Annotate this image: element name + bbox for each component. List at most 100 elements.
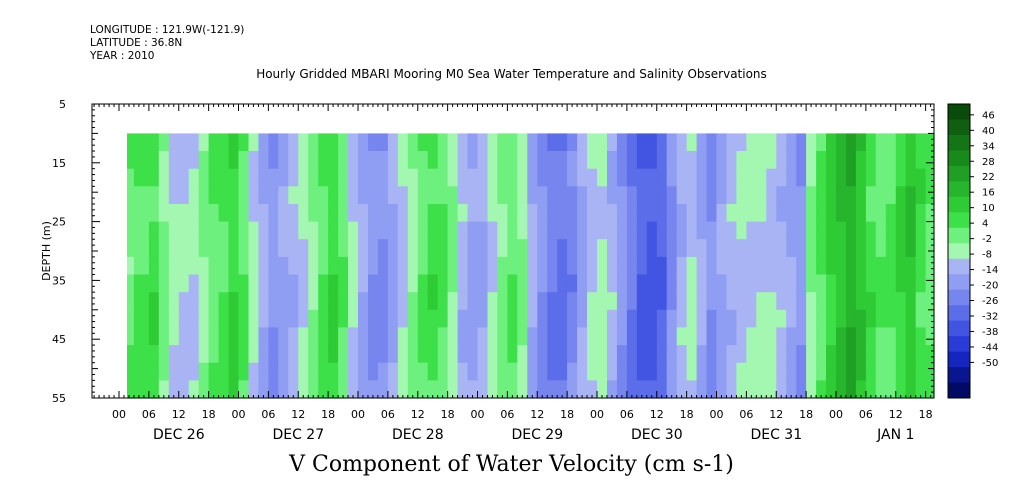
- heatmap-cell: [268, 256, 279, 276]
- heatmap-cell: [447, 256, 459, 276]
- heatmap-cell: [407, 239, 419, 258]
- heatmap-cell: [865, 327, 877, 346]
- heatmap-cell: [507, 309, 518, 328]
- x-tick-label: 18: [560, 408, 574, 421]
- heatmap-cell: [826, 239, 837, 258]
- heatmap-cell: [786, 327, 797, 346]
- heatmap-cell: [905, 221, 917, 240]
- colorbar-tick-label: -20: [982, 281, 998, 292]
- heatmap-cell: [816, 274, 827, 293]
- heatmap-cell: [348, 380, 359, 399]
- heatmap-cell: [587, 256, 598, 276]
- heatmap-cell: [666, 274, 678, 293]
- heatmap-cell: [467, 292, 479, 311]
- heatmap-cell: [133, 204, 150, 223]
- heatmap-cell: [855, 204, 867, 223]
- heatmap-cell: [288, 168, 299, 187]
- x-tick-label: 18: [919, 408, 933, 421]
- heatmap-cell: [168, 274, 180, 293]
- heatmap-cell: [537, 133, 548, 152]
- heatmap-cell: [487, 168, 499, 187]
- heatmap-cell: [646, 239, 658, 258]
- heatmap-cell: [248, 239, 260, 258]
- heatmap-cell: [527, 151, 538, 170]
- heatmap-cell: [786, 292, 797, 311]
- heatmap-cell: [577, 380, 588, 399]
- heatmap-cell: [686, 221, 698, 240]
- heatmap-cell: [278, 309, 289, 328]
- heatmap-cell: [127, 309, 135, 328]
- heatmap-cell: [607, 274, 618, 293]
- heatmap-cell: [915, 362, 927, 381]
- x-tick-label: 00: [829, 408, 843, 421]
- heatmap-cell: [507, 292, 518, 311]
- colorbar-swatch: [948, 227, 970, 244]
- heatmap-cell: [158, 256, 170, 276]
- heatmap-cell: [567, 133, 578, 152]
- heatmap-cell: [756, 309, 767, 328]
- heatmap-cell: [427, 256, 439, 276]
- colorbar-swatch: [948, 274, 970, 291]
- heatmap-cell: [407, 168, 419, 187]
- heatmap-cell: [776, 239, 787, 258]
- heatmap-cell: [826, 204, 837, 223]
- heatmap-cell: [626, 309, 638, 328]
- heatmap-cell: [646, 327, 658, 346]
- x-tick-label: 00: [590, 408, 604, 421]
- heatmap-cell: [487, 204, 499, 223]
- heatmap-cell: [298, 362, 309, 381]
- heatmap-cell: [547, 362, 558, 381]
- heatmap-cell: [656, 345, 668, 364]
- heatmap-cell: [826, 168, 837, 187]
- heatmap-cell: [577, 309, 588, 328]
- heatmap-cell: [387, 239, 399, 258]
- heatmap-cell: [338, 168, 349, 187]
- x-tick-label: 06: [500, 408, 514, 421]
- heatmap-cell: [616, 204, 628, 223]
- heatmap-cell: [806, 186, 817, 205]
- heatmap-cell: [457, 380, 469, 399]
- heatmap-cell: [477, 151, 489, 170]
- heatmap-cell: [328, 186, 339, 205]
- heatmap-cell: [507, 133, 518, 152]
- heatmap-cell: [836, 133, 847, 152]
- heatmap-cell: [726, 186, 738, 205]
- heatmap-cell: [646, 292, 658, 311]
- heatmap-cell: [188, 380, 200, 399]
- heatmap-cell: [298, 309, 309, 328]
- heatmap-cell: [716, 327, 728, 346]
- heatmap-cell: [377, 380, 389, 399]
- heatmap-cell: [527, 274, 538, 293]
- heatmap-cell: [925, 133, 935, 152]
- heatmap-cell: [706, 239, 718, 258]
- heatmap-cell: [796, 133, 807, 152]
- heatmap-cell: [238, 168, 250, 187]
- heatmap-cell: [127, 256, 135, 276]
- heatmap-cell: [397, 309, 409, 328]
- heatmap-cell: [826, 309, 837, 328]
- heatmap-cell: [607, 239, 618, 258]
- heatmap-cell: [885, 221, 897, 240]
- heatmap-cell: [776, 256, 787, 276]
- heatmap-cell: [517, 256, 528, 276]
- heatmap-cell: [766, 151, 777, 170]
- heatmap-cell: [626, 133, 638, 152]
- heatmap-cell: [168, 362, 180, 381]
- heatmap-cell: [756, 380, 767, 399]
- heatmap-cell: [308, 256, 319, 276]
- colorbar-swatch: [948, 150, 970, 167]
- heatmap-cell: [178, 151, 190, 170]
- heatmap-cell: [846, 204, 857, 223]
- heatmap-cell: [806, 151, 817, 170]
- heatmap-cell: [895, 292, 907, 311]
- heatmap-cell: [616, 327, 628, 346]
- heatmap-cell: [148, 186, 160, 205]
- heatmap-cell: [607, 204, 618, 223]
- heatmap-cell: [915, 168, 927, 187]
- heatmap-cell: [188, 204, 200, 223]
- colorbar-swatch: [948, 305, 970, 322]
- heatmap-cell: [328, 221, 339, 240]
- heatmap-cell: [368, 327, 379, 346]
- heatmap-cell: [348, 221, 359, 240]
- heatmap-cell: [208, 274, 220, 293]
